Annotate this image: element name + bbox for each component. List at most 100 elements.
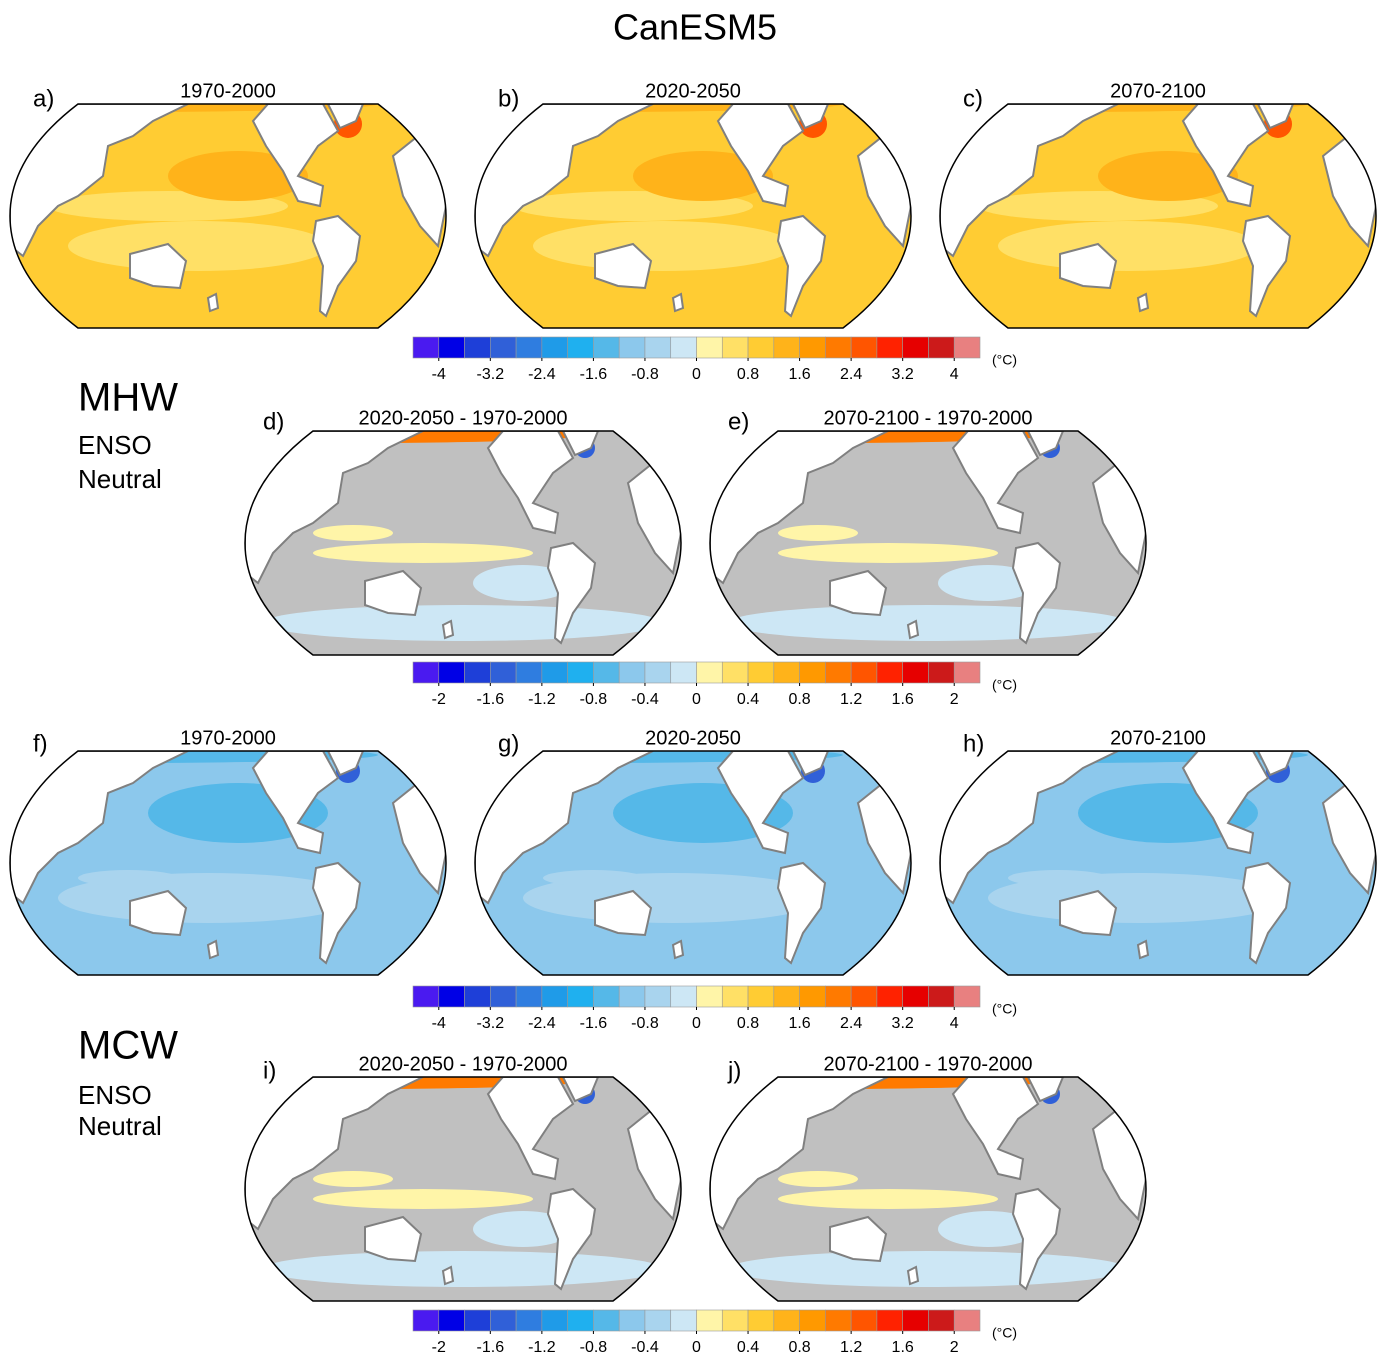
land: [245, 431, 424, 585]
colorbar-tick-label: -4: [432, 1015, 446, 1032]
land: [206, 292, 220, 313]
colorbar-tick-label: 0: [692, 1015, 701, 1032]
map-panel: [474, 103, 912, 329]
land: [129, 889, 188, 937]
land: [776, 861, 827, 965]
colorbar-box: [438, 336, 465, 359]
field-region: [778, 543, 998, 563]
colorbar-box: [618, 336, 646, 359]
colorbar-box: [953, 661, 981, 684]
field-region: [728, 605, 1128, 641]
colorbar-tick-label: -0.4: [631, 1339, 659, 1356]
colorbar-box: [773, 1309, 800, 1332]
land: [1059, 242, 1118, 290]
panel-title: 2020-2050: [645, 727, 741, 749]
colorbar-tick-label: -1.6: [477, 691, 505, 708]
map-panel: [9, 103, 447, 329]
colorbar-tick-label: 0.8: [737, 366, 759, 383]
colorbar-box: [541, 661, 568, 684]
map-panel: [9, 750, 447, 976]
colorbar-box: [928, 985, 955, 1008]
land: [710, 1077, 889, 1231]
map-border: [9, 750, 447, 976]
colorbar-box: [567, 336, 594, 359]
colorbar-box: [799, 336, 826, 359]
colorbar-box: [515, 336, 543, 359]
colorbar-box: [696, 336, 723, 359]
map-panel: [244, 430, 682, 656]
colorbar-tick-label: 4: [950, 1015, 959, 1032]
colorbar-unit: (°C): [992, 1325, 1017, 1341]
colorbar-box: [490, 336, 517, 359]
colorbar-tick-label: -2: [432, 1339, 446, 1356]
colorbar-box: [412, 985, 440, 1008]
map-body: [245, 1077, 681, 1301]
land: [1256, 751, 1295, 777]
colorbar-box: [928, 661, 955, 684]
colorbar-box: [825, 1309, 852, 1332]
panel-letter: b): [498, 85, 519, 112]
land: [1136, 292, 1150, 313]
colorbar-box: [618, 661, 646, 684]
section-sublabel: Neutral: [78, 1111, 162, 1141]
colorbar-tick-label: -3.2: [477, 366, 505, 383]
colorbar-box: [825, 985, 852, 1008]
colorbar-tick-label: 0.8: [737, 1015, 759, 1032]
land: [546, 1187, 597, 1291]
colorbar-box: [850, 1309, 878, 1332]
colorbar-box: [928, 1309, 955, 1332]
field-region: [778, 1171, 858, 1187]
colorbar-box: [490, 985, 517, 1008]
section-label: MCW: [78, 1024, 178, 1068]
panel-title: 1970-2000: [180, 727, 276, 749]
land: [486, 1077, 575, 1181]
field-region: [728, 1251, 1128, 1287]
land: [716, 104, 805, 208]
colorbar-box: [670, 661, 697, 684]
land: [251, 104, 340, 208]
field-region: [263, 1251, 663, 1287]
colorbar-box: [773, 336, 800, 359]
land: [1026, 431, 1065, 457]
land: [1026, 1077, 1065, 1103]
map-panel: [939, 750, 1377, 976]
colorbar-box: [799, 1309, 826, 1332]
colorbar-box: [490, 1309, 517, 1332]
colorbar-box: [618, 1309, 646, 1332]
land: [951, 431, 1040, 535]
colorbar-tick-label: 3.2: [892, 366, 914, 383]
map-panel: [474, 750, 912, 976]
colorbar-tick-label: -3.2: [477, 1015, 505, 1032]
colorbar-tick-label: -0.8: [631, 366, 659, 383]
colorbar-tick-label: -0.8: [580, 691, 608, 708]
land: [10, 104, 189, 258]
panel-title: 2020-2050 - 1970-2000: [358, 1053, 567, 1075]
colorbar-box: [567, 661, 594, 684]
colorbar-box: [644, 336, 672, 359]
field-region: [778, 525, 858, 541]
map-body: [475, 751, 911, 975]
colorbar-box: [902, 1309, 929, 1332]
field-region: [313, 1171, 393, 1187]
colorbar-tick-label: 1.6: [892, 691, 914, 708]
land: [1241, 861, 1292, 965]
colorbar-box: [850, 336, 878, 359]
colorbar-box: [593, 661, 620, 684]
field-region: [313, 543, 533, 563]
colorbar-box: [541, 1309, 568, 1332]
colorbar-tick-label: -4: [432, 366, 446, 383]
land: [311, 214, 362, 318]
map-border: [474, 750, 912, 976]
field-region: [168, 151, 308, 201]
colorbar-tick-label: 0.4: [737, 691, 759, 708]
colorbar-tick-label: 0: [692, 366, 701, 383]
land: [206, 939, 220, 960]
colorbar-tick-label: -1.6: [580, 366, 608, 383]
colorbar-box: [773, 661, 800, 684]
land: [671, 939, 685, 960]
panel-letter: e): [728, 408, 749, 435]
colorbar-tick-label: -2.4: [528, 1015, 556, 1032]
colorbar-tick-label: 1.6: [892, 1339, 914, 1356]
colorbar-box: [721, 985, 749, 1008]
